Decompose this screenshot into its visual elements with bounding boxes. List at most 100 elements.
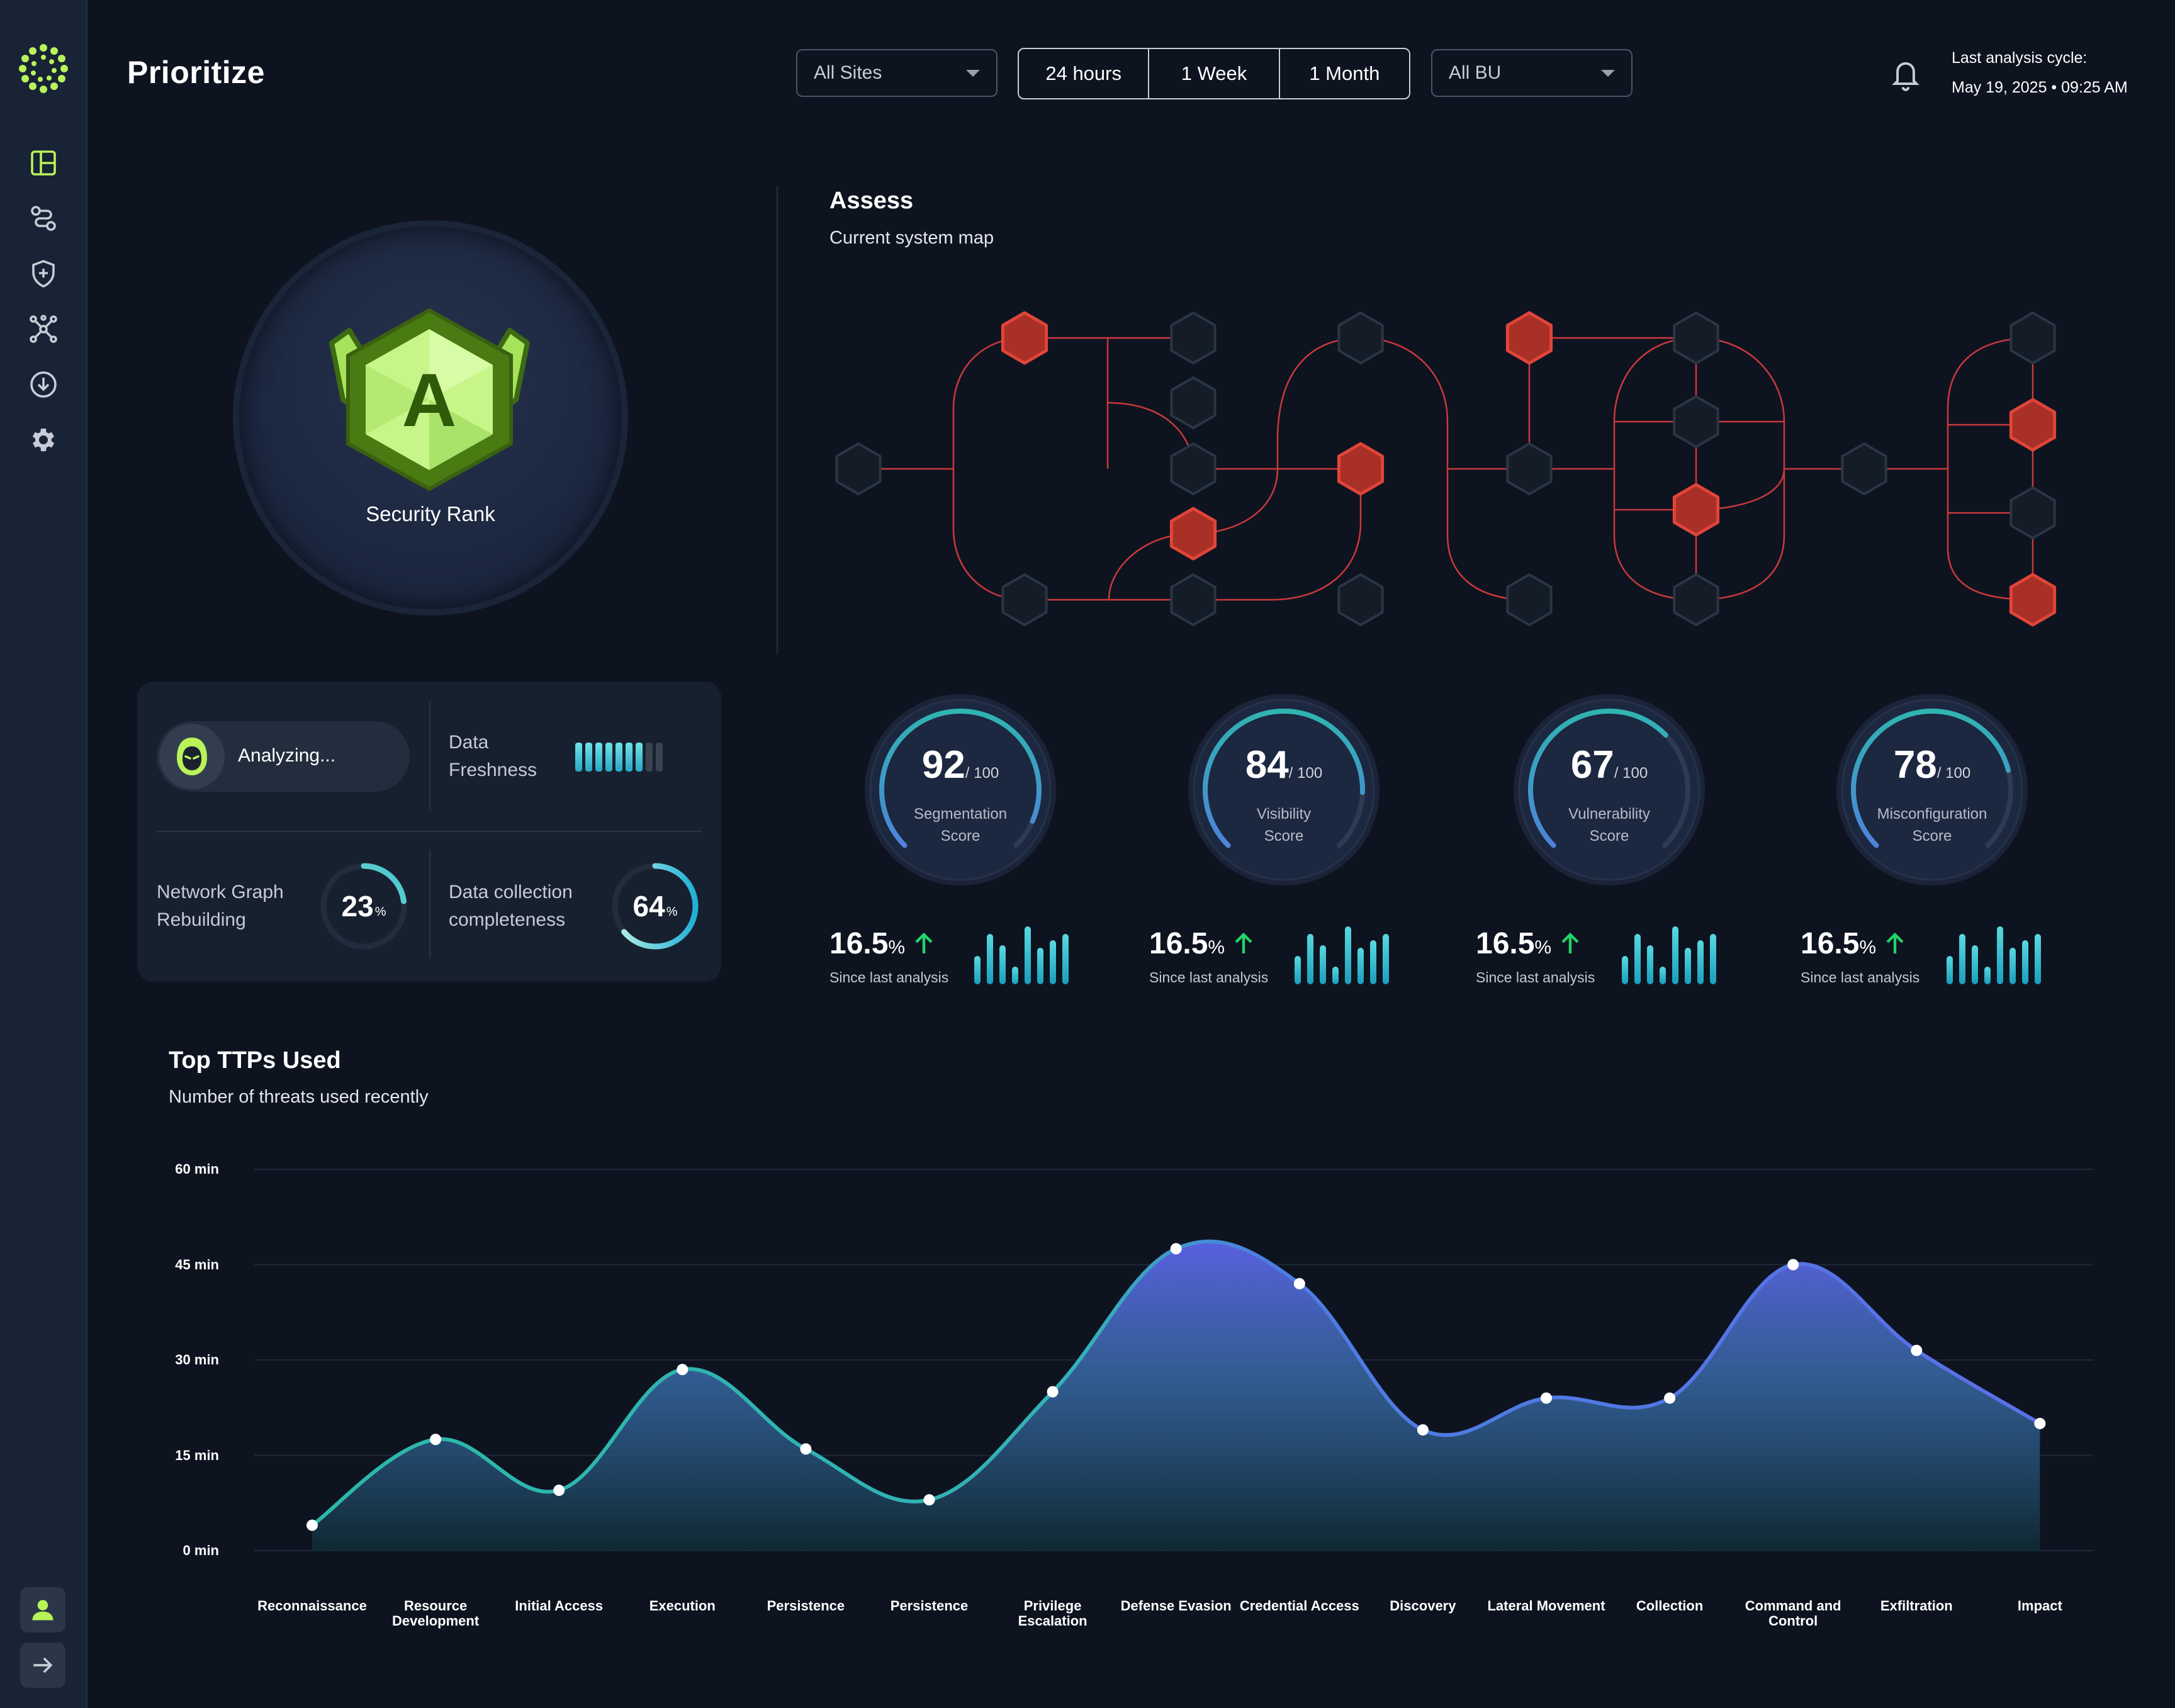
score-since-label: Since last analysis xyxy=(1476,969,1595,986)
last-analysis-value: May 19, 2025 • 09:25 AM xyxy=(1952,79,2128,96)
nav-dashboard[interactable] xyxy=(21,141,65,185)
nav-routes[interactable] xyxy=(21,196,65,240)
nav-shield[interactable] xyxy=(21,252,65,296)
nav-network[interactable] xyxy=(21,307,65,351)
freshness-bar xyxy=(656,743,663,772)
user-button[interactable] xyxy=(20,1587,65,1632)
freshness-bar xyxy=(626,743,632,772)
system-node-alert[interactable] xyxy=(2009,398,2057,452)
bu-dropdown[interactable]: All BU xyxy=(1431,49,1633,97)
data-point[interactable] xyxy=(800,1443,812,1455)
system-node[interactable] xyxy=(2009,486,2056,539)
sparkline-bar xyxy=(1320,945,1326,984)
system-node-alert[interactable] xyxy=(2009,573,2057,627)
system-node[interactable] xyxy=(1673,573,1719,626)
system-node[interactable] xyxy=(1841,442,1887,495)
system-node[interactable] xyxy=(1337,312,1384,364)
x-tick-label: Reconnaissance xyxy=(257,1598,367,1614)
system-node[interactable] xyxy=(1170,376,1217,429)
system-node[interactable] xyxy=(1673,312,1719,364)
card-divider xyxy=(157,831,702,832)
nav-download[interactable] xyxy=(21,362,65,407)
x-tick-label: Privilege Escalation xyxy=(1018,1598,1088,1629)
data-collection-value: 64 xyxy=(632,890,665,923)
time-range-24h[interactable]: 24 hours xyxy=(1019,49,1150,98)
freshness-bar xyxy=(636,743,643,772)
bell-icon[interactable] xyxy=(1889,57,1922,92)
sparkline-bar xyxy=(1037,948,1043,984)
data-point[interactable] xyxy=(1787,1259,1799,1271)
system-node[interactable] xyxy=(1673,395,1719,448)
score-sparkline xyxy=(1622,926,1716,984)
data-point[interactable] xyxy=(677,1364,688,1376)
system-node[interactable] xyxy=(1506,573,1553,626)
data-point[interactable] xyxy=(553,1485,565,1497)
route-icon xyxy=(31,206,56,231)
system-node-alert[interactable] xyxy=(1337,442,1385,496)
logout-button[interactable] xyxy=(20,1643,65,1688)
time-range-1w[interactable]: 1 Week xyxy=(1149,49,1280,98)
system-node[interactable] xyxy=(1170,442,1217,495)
x-tick-label: Persistence xyxy=(767,1598,845,1614)
sparkline-bar xyxy=(1307,934,1313,984)
system-node[interactable] xyxy=(2009,312,2056,364)
data-point[interactable] xyxy=(1911,1344,1923,1356)
system-node[interactable] xyxy=(1506,442,1553,495)
data-point[interactable] xyxy=(1664,1392,1676,1404)
data-point[interactable] xyxy=(1047,1386,1059,1398)
data-point[interactable] xyxy=(430,1434,442,1446)
network-graph-label-line1: Network Graph xyxy=(157,882,284,902)
system-node[interactable] xyxy=(1170,312,1217,364)
system-node[interactable] xyxy=(835,442,882,495)
data-point[interactable] xyxy=(1293,1278,1305,1289)
sparkline-bar xyxy=(987,934,993,984)
sparkline-bar xyxy=(1972,945,1978,984)
network-graph-progress: 23% xyxy=(318,860,410,952)
x-tick-label: Defense Evasion xyxy=(1120,1598,1232,1614)
sparkline-bar xyxy=(999,945,1006,984)
time-range-1m[interactable]: 1 Month xyxy=(1309,62,1380,84)
sites-dropdown-value: All Sites xyxy=(814,62,882,83)
score-sparkline xyxy=(1295,926,1389,984)
nav-settings[interactable] xyxy=(21,418,65,462)
x-tick-label: Initial Access xyxy=(515,1598,604,1614)
data-freshness-label: Data Freshness xyxy=(449,729,537,784)
arrow-up-icon xyxy=(1561,932,1579,953)
data-point[interactable] xyxy=(1170,1243,1182,1255)
sparkline-bar xyxy=(1685,948,1691,984)
data-freshness-meter xyxy=(575,743,663,772)
system-node[interactable] xyxy=(1001,573,1048,626)
system-node-alert[interactable] xyxy=(1169,507,1217,561)
bu-dropdown-value: All BU xyxy=(1449,62,1502,83)
sparkline-bar xyxy=(1370,940,1376,984)
sites-dropdown[interactable]: All Sites xyxy=(796,49,998,97)
x-tick-label: Lateral Movement xyxy=(1487,1598,1605,1614)
y-tick-label: 30 min xyxy=(175,1352,219,1368)
system-node[interactable] xyxy=(1170,573,1217,626)
score-gauge: 92/ 100 Segmentation Score xyxy=(863,692,1058,887)
data-point[interactable] xyxy=(1541,1392,1552,1404)
network-graph-label-line2: Rebuilding xyxy=(157,909,246,930)
sparkline-bar xyxy=(1984,967,1991,984)
system-map xyxy=(835,311,2057,627)
chevron-down-icon xyxy=(1601,69,1615,77)
freshness-bar xyxy=(615,743,622,772)
freshness-bar xyxy=(585,743,592,772)
chevron-down-icon xyxy=(966,69,980,77)
score-sparkline xyxy=(974,926,1069,984)
system-node-alert[interactable] xyxy=(1001,311,1048,365)
sparkline-bar xyxy=(1295,956,1301,984)
data-point[interactable] xyxy=(306,1519,318,1531)
data-point[interactable] xyxy=(1417,1424,1429,1436)
score-label: Visibility Score xyxy=(1256,806,1312,845)
system-node[interactable] xyxy=(1337,573,1384,626)
sparkline-bar xyxy=(1997,926,2003,984)
y-tick-label: 15 min xyxy=(175,1447,219,1463)
data-point[interactable] xyxy=(923,1494,935,1506)
system-node-alert[interactable] xyxy=(1505,311,1553,365)
data-point[interactable] xyxy=(2034,1418,2046,1429)
data-freshness-label-line2: Freshness xyxy=(449,760,537,780)
hooded-agent-icon xyxy=(177,738,207,775)
sparkline-bar xyxy=(1050,940,1056,984)
system-node-alert[interactable] xyxy=(1672,483,1720,537)
